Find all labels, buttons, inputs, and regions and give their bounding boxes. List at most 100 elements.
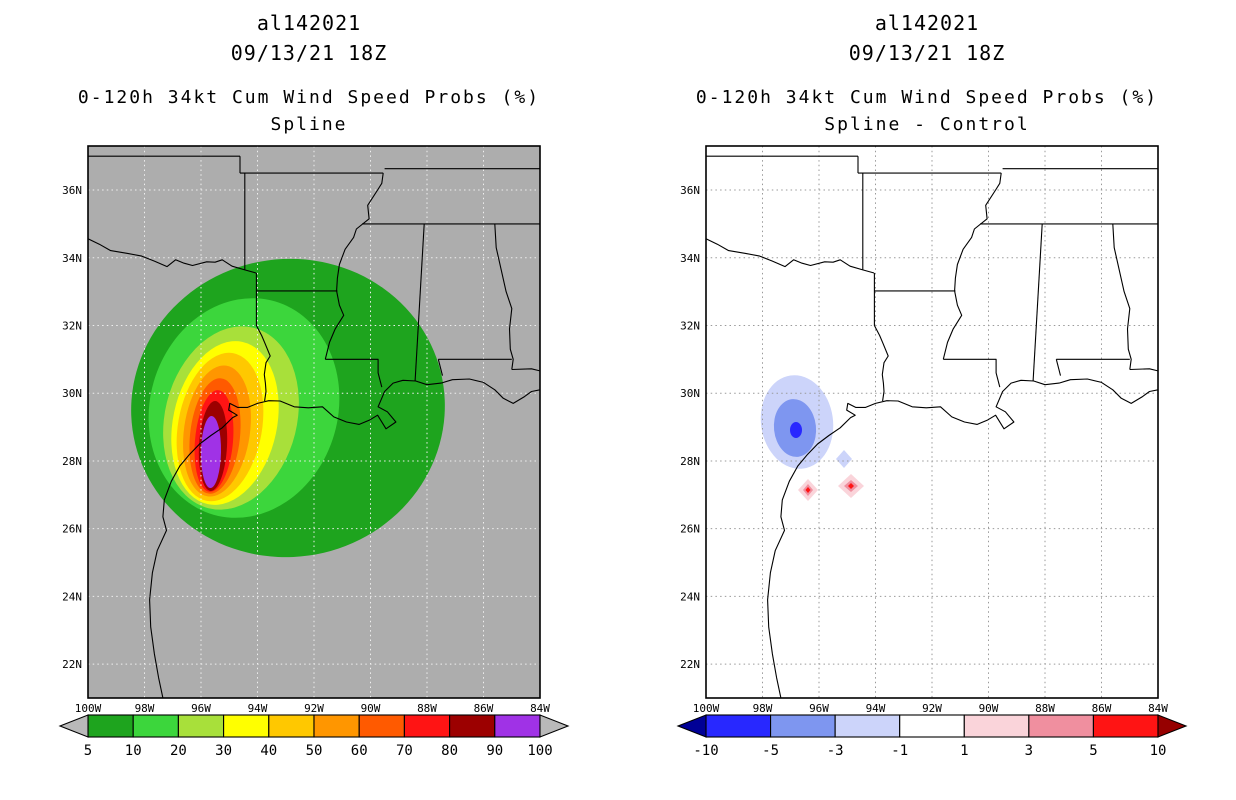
state-border [494, 223, 514, 370]
method-label: Spline [270, 114, 348, 135]
colorbar-cell [1028, 714, 1094, 738]
state-border [324, 173, 384, 360]
colorbar-label: 20 [170, 743, 187, 759]
storm-id: al142021 [256, 11, 362, 35]
lon-label: 84W [530, 702, 550, 715]
colorbar-cell [87, 714, 134, 738]
lat-label: 36N [62, 184, 82, 197]
state-border [943, 358, 1001, 388]
lat-label: 22N [680, 658, 700, 671]
lon-label: 100W [693, 702, 720, 715]
contour-band [790, 422, 802, 438]
lat-label: 32N [680, 319, 700, 332]
state-border [1129, 368, 1158, 372]
lat-label: 28N [62, 455, 82, 468]
contour-band [200, 416, 222, 488]
lat-label: 36N [680, 184, 700, 197]
colorbar-label: 100 [527, 743, 552, 759]
colorbar-cell [403, 714, 451, 738]
lon-label: 98W [753, 702, 773, 715]
lon-label: 84W [1148, 702, 1168, 715]
colorbar-cell [177, 714, 225, 738]
colorbar-cell [770, 714, 836, 738]
lon-label: 92W [922, 702, 942, 715]
lon-label: 94W [866, 702, 886, 715]
colorbar-label: 90 [486, 743, 503, 759]
probability-colorbar: 5 10 20 30 40 50 60 70 80 90 100 [58, 714, 570, 759]
probability-map: 36N 34N 32N 30N 28N 26N 24N 22N 100W 98W 96W 94W 92W… [62, 145, 550, 715]
lat-label: 30N [62, 387, 82, 400]
map-border [87, 145, 541, 699]
lon-label: 96W [809, 702, 829, 715]
panel-spline: al142021 09/13/21 18Z 0-120h 34kt Cum Wi… [0, 8, 618, 759]
map-border [705, 145, 1159, 699]
panel-spline-minus-control: al142021 09/13/21 18Z 0-120h 34kt Cum Wi… [618, 0, 1236, 800]
colorbar-label: 40 [260, 743, 277, 759]
lon-label: 90W [979, 702, 999, 715]
state-border [706, 238, 875, 274]
storm-id: al142021 [874, 11, 980, 35]
colorbar-label: -10 [693, 743, 718, 759]
lon-label: 92W [304, 702, 324, 715]
lat-label: 26N [62, 523, 82, 536]
state-border [414, 223, 425, 382]
colorbar-label: 5 [1089, 743, 1097, 759]
lon-label: 86W [1092, 702, 1112, 715]
product-title: 0-120h 34kt Cum Wind Speed Probs (%) [695, 87, 1159, 108]
colorbar-cell [223, 714, 270, 738]
colorbar-label: -1 [891, 743, 908, 759]
colorbar-cell [705, 714, 772, 738]
lon-label: 86W [474, 702, 494, 715]
difference-map: 36N 34N 32N 30N 28N 26N 24N 22N 100W 98W 96W 94W 92W… [680, 145, 1168, 715]
lon-label: 96W [191, 702, 211, 715]
colorbar-label: 10 [1150, 743, 1167, 759]
colorbar-over-arrow [539, 714, 570, 738]
state-border [942, 173, 1002, 360]
lon-label: 88W [1035, 702, 1055, 715]
lon-label: 100W [75, 702, 102, 715]
title-block: al142021 09/13/21 18Z 0-120h 34kt Cum Wi… [0, 8, 618, 138]
lon-label: 94W [248, 702, 268, 715]
colorbar-label: 80 [441, 743, 458, 759]
colorbar-cell [358, 714, 405, 738]
colorbar-label: 70 [396, 743, 413, 759]
colorbar-cell [313, 714, 360, 738]
lat-label: 32N [62, 319, 82, 332]
colorbar-cell [132, 714, 179, 738]
lat-label: 24N [680, 590, 700, 603]
title-block: al142021 09/13/21 18Z 0-120h 34kt Cum Wi… [618, 8, 1236, 138]
state-border [255, 273, 271, 402]
colorbar-label: 50 [306, 743, 323, 759]
state-border [437, 359, 444, 376]
lat-label: 24N [62, 590, 82, 603]
colorbar-cell [1092, 714, 1159, 738]
state-border [511, 368, 540, 372]
state-border [1112, 223, 1132, 370]
colorbar-cell [834, 714, 901, 738]
colorbar-label: 1 [960, 743, 968, 759]
colorbar-cell [449, 714, 496, 738]
lat-label: 26N [680, 523, 700, 536]
lat-label: 34N [680, 252, 700, 265]
lat-label: 22N [62, 658, 82, 671]
lat-label: 28N [680, 455, 700, 468]
product-title: 0-120h 34kt Cum Wind Speed Probs (%) [77, 87, 541, 108]
colorbar-cell [963, 714, 1030, 738]
colorbar-label: -5 [762, 743, 779, 759]
state-border [325, 358, 383, 388]
contour-band [805, 487, 811, 493]
lat-label: 30N [680, 387, 700, 400]
colorbar-label: 3 [1025, 743, 1033, 759]
init-time: 09/13/21 18Z [848, 41, 1006, 65]
lon-label: 90W [361, 702, 381, 715]
state-border [88, 238, 257, 274]
colorbar-label: 10 [125, 743, 142, 759]
colorbar-cell [494, 714, 541, 738]
colorbar-label: -3 [827, 743, 844, 759]
lat-label: 34N [62, 252, 82, 265]
colorbar-cell [899, 714, 965, 738]
colorbar-over-arrow [1157, 714, 1188, 738]
colorbar-label: 60 [351, 743, 368, 759]
contour-band [836, 450, 852, 468]
